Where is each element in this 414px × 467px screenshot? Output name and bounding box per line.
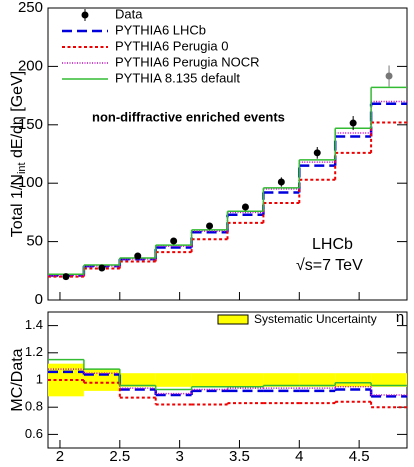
y-tick-label: 150 — [18, 116, 43, 133]
data-point — [313, 149, 321, 157]
data-point — [62, 273, 70, 281]
data-point — [349, 119, 357, 127]
data-point — [206, 222, 214, 230]
data-point — [277, 178, 285, 186]
legend-label: Data — [115, 6, 143, 21]
uncertainty-band — [263, 373, 300, 387]
y-tick-label: 1.4 — [25, 317, 43, 332]
y-title-main: Total 1/N — [9, 174, 26, 237]
y-tick-label: 250 — [18, 0, 43, 16]
y-tick-label: 0 — [35, 291, 43, 308]
x-tick-label: 3 — [175, 448, 183, 465]
uncertainty-band — [119, 373, 156, 387]
x-tick-label: 3.5 — [229, 448, 250, 465]
uncertainty-band — [227, 373, 264, 387]
x-tick-label: 2 — [56, 448, 64, 465]
y-axis-title: Total 1/Nint dE/dη [GeV] — [9, 71, 28, 237]
y-title-rest: dE/dη [GeV] — [9, 71, 26, 163]
y-tick-label: 100 — [18, 174, 43, 191]
legend-label: PYTHIA6 Perugia NOCR — [115, 54, 260, 69]
y-tick-label: 200 — [18, 57, 43, 74]
x-tick-label: 4 — [295, 448, 303, 465]
x-tick-label: 4.5 — [349, 448, 370, 465]
data-point — [385, 72, 393, 80]
x-axis-title: η — [396, 309, 404, 326]
legend-label: PYTHIA6 Perugia 0 — [115, 38, 228, 53]
uncertainty-band — [335, 373, 372, 387]
data-point — [241, 203, 249, 211]
uncertainty-band — [191, 373, 228, 387]
legend-swatch — [217, 314, 249, 325]
legend-label: PYTHIA 8.135 default — [115, 70, 240, 85]
data-point — [170, 237, 178, 245]
annotation: non-diffractive enriched events — [92, 109, 285, 124]
legend-marker — [81, 11, 89, 19]
y-tick-label: 1 — [36, 371, 43, 386]
y-tick-label: 0.6 — [25, 426, 43, 441]
x-tick-label: 2.5 — [109, 448, 130, 465]
uncertainty-band — [83, 369, 120, 391]
uncertainty-band — [371, 373, 407, 387]
y-axis-title-ratio: MC/Data — [9, 348, 26, 411]
y-tick-label: 50 — [26, 233, 43, 250]
legend-label: Systematic Uncertainty — [254, 312, 377, 326]
top-frame — [47, 7, 408, 301]
uncertainty-band — [299, 373, 336, 387]
legend-label: PYTHIA6 LHCb — [115, 22, 206, 37]
annotation: √s=7 TeV — [296, 257, 363, 274]
y-tick-label: 0.8 — [25, 399, 43, 414]
y-title-sub: int — [16, 162, 28, 174]
y-tick-label: 1.2 — [25, 344, 43, 359]
data-point — [98, 264, 106, 272]
data-point — [134, 252, 142, 260]
annotation: LHCb — [312, 236, 353, 253]
uncertainty-band — [155, 373, 192, 387]
